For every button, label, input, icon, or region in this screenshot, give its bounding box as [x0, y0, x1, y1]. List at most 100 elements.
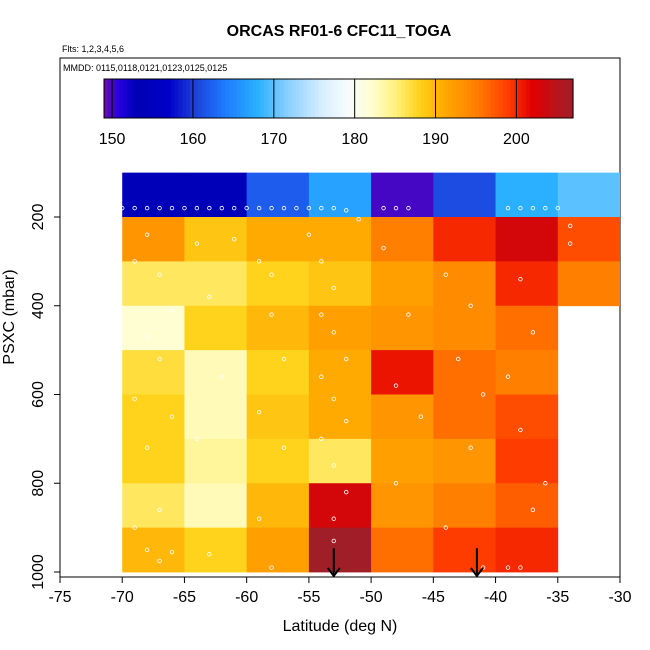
- heatmap-cell: [308, 217, 372, 262]
- sample-point: [543, 481, 548, 486]
- colorbar-segment: [432, 79, 437, 118]
- sample-point: [194, 241, 200, 246]
- heatmap-cell: [122, 172, 185, 218]
- sample-point: [132, 396, 137, 402]
- colorbar-segment: [135, 79, 140, 118]
- colorbar-segment: [229, 79, 234, 118]
- x-tick-label: -40: [484, 589, 507, 606]
- sample-point: [568, 241, 573, 246]
- colorbar-tick-label: 150: [99, 131, 126, 148]
- colorbar-segment: [225, 79, 230, 118]
- heatmap-cell: [246, 527, 310, 573]
- x-tick-label: -60: [235, 589, 258, 606]
- colorbar-segment: [213, 79, 218, 118]
- colorbar-segment: [201, 79, 207, 118]
- sample-point: [518, 427, 523, 433]
- colorbar-segment: [397, 79, 402, 118]
- heatmap-cell: [246, 172, 310, 218]
- sample-point: [256, 205, 262, 211]
- sample-point: [344, 489, 349, 495]
- sample-point: [144, 547, 150, 553]
- colorbar-segment: [131, 79, 136, 118]
- heatmap-cell: [184, 350, 248, 395]
- colorbar-segment: [416, 79, 422, 118]
- colorbar-segment: [553, 79, 558, 118]
- sample-point: [194, 205, 200, 211]
- y-tick-label: 600: [30, 381, 47, 408]
- heatmap-cell: [371, 483, 434, 529]
- colorbar-segment: [127, 79, 132, 118]
- colorbar-segment: [299, 79, 304, 118]
- dates-note: MMDD: 0115,0118,0121,0123,0125,0125: [63, 63, 227, 73]
- arrow-marker: [470, 548, 484, 578]
- sample-point: [132, 205, 137, 211]
- colorbar-segment: [315, 79, 320, 118]
- y-axis: 200 400 600 800 1000: [30, 204, 60, 590]
- colorbar-segment: [373, 79, 379, 118]
- heatmap-cell: [371, 527, 434, 573]
- heatmap-cells: [122, 172, 620, 573]
- colorbar-segment: [193, 79, 199, 118]
- heatmap-cell: [371, 394, 434, 440]
- sample-point: [331, 330, 336, 335]
- colorbar-segment: [338, 79, 344, 118]
- colorbar-segment: [322, 79, 328, 118]
- heatmap-cell: [433, 305, 496, 351]
- heatmap-cell: [495, 172, 559, 218]
- colorbar-segment: [342, 79, 347, 118]
- colorbar-segment: [420, 79, 426, 118]
- colorbar-segment: [463, 79, 469, 118]
- x-tick-label: -75: [48, 589, 71, 606]
- colorbar-tick-label: 180: [341, 131, 368, 148]
- colorbar-segment: [361, 79, 367, 118]
- heatmap-cell: [433, 172, 496, 218]
- colorbar-segment: [549, 79, 555, 118]
- colorbar-segment: [490, 79, 496, 118]
- heatmap-cell: [184, 394, 248, 440]
- colorbar-segment: [236, 79, 242, 118]
- sample-point: [281, 205, 287, 211]
- sample-point: [530, 330, 536, 335]
- colorbar-segment: [318, 79, 324, 118]
- sample-point: [319, 205, 324, 211]
- x-tick-label: -65: [173, 589, 196, 606]
- colorbar-segment: [389, 79, 394, 118]
- colorbar-segment: [232, 79, 238, 118]
- y-axis-label: PSXC (mbar): [1, 269, 18, 364]
- colorbar-segment: [401, 79, 406, 118]
- sample-point: [144, 205, 150, 211]
- colorbar-segment: [154, 79, 160, 118]
- sample-point: [344, 208, 349, 213]
- chart-title: ORCAS RF01-6 CFC11_TOGA: [227, 23, 452, 40]
- sample-point: [169, 549, 175, 555]
- sample-point: [157, 507, 162, 513]
- colorbar-segment: [104, 79, 109, 118]
- colorbar-segment: [275, 79, 281, 118]
- colorbar-segment: [209, 79, 215, 118]
- colorbar-segment: [471, 79, 476, 118]
- colorbar-segment: [311, 79, 316, 118]
- sample-point: [169, 307, 175, 313]
- sample-point: [543, 205, 548, 211]
- colorbar-segment: [307, 79, 312, 118]
- heatmap-cell: [184, 527, 248, 573]
- colorbar-segment: [404, 79, 410, 118]
- colorbar-tick-label: 200: [503, 131, 530, 148]
- colorbar: 150 160 170 180 190 200: [99, 78, 574, 148]
- flights-note: Flts: 1,2,3,4,5,6: [62, 44, 124, 54]
- markers: [326, 548, 484, 578]
- colorbar-segment: [150, 79, 156, 118]
- sample-point: [344, 356, 349, 362]
- sample-point: [269, 205, 274, 211]
- colorbar-segment: [565, 79, 570, 118]
- x-tick-label: -45: [422, 589, 445, 606]
- heatmap-cell: [495, 438, 559, 484]
- sample-point: [331, 538, 336, 544]
- colorbar-segment: [330, 79, 336, 118]
- heatmap-cell: [495, 350, 559, 395]
- colorbar-frame: [103, 78, 574, 119]
- sample-point: [157, 558, 162, 564]
- sample-point: [381, 245, 386, 251]
- colorbar-segment: [303, 79, 308, 118]
